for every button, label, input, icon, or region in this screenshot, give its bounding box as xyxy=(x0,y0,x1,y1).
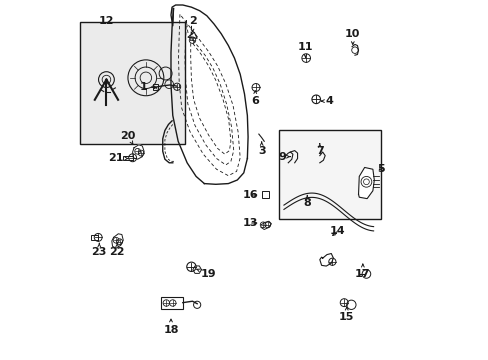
Text: 4: 4 xyxy=(321,96,333,106)
Text: 15: 15 xyxy=(338,307,354,322)
Bar xyxy=(122,156,132,160)
Text: 8: 8 xyxy=(303,195,310,208)
Text: 17: 17 xyxy=(354,264,370,279)
Polygon shape xyxy=(132,145,144,159)
Text: 3: 3 xyxy=(257,142,265,156)
Bar xyxy=(278,130,380,220)
Text: 21: 21 xyxy=(107,153,127,163)
Polygon shape xyxy=(261,221,271,229)
Text: 23: 23 xyxy=(91,243,107,257)
Polygon shape xyxy=(319,253,333,266)
Text: 18: 18 xyxy=(163,319,179,335)
Text: 13: 13 xyxy=(242,218,257,228)
Text: 22: 22 xyxy=(109,243,125,257)
Bar xyxy=(80,22,185,144)
Text: 2: 2 xyxy=(188,17,196,32)
Bar xyxy=(91,235,98,239)
Text: 5: 5 xyxy=(376,164,384,174)
Text: 20: 20 xyxy=(120,131,135,144)
Text: 7: 7 xyxy=(315,144,323,156)
Bar xyxy=(261,192,268,198)
Text: 14: 14 xyxy=(329,226,345,236)
Bar xyxy=(153,84,158,90)
Polygon shape xyxy=(358,167,373,199)
Text: 6: 6 xyxy=(251,91,259,106)
Text: 10: 10 xyxy=(345,29,360,44)
Polygon shape xyxy=(112,234,123,248)
Text: 16: 16 xyxy=(242,190,258,200)
Text: 11: 11 xyxy=(297,42,313,57)
Text: 9: 9 xyxy=(278,152,290,162)
Text: 19: 19 xyxy=(196,269,216,279)
Text: 12: 12 xyxy=(99,17,114,27)
Bar xyxy=(161,297,183,309)
Text: 1: 1 xyxy=(139,82,156,93)
